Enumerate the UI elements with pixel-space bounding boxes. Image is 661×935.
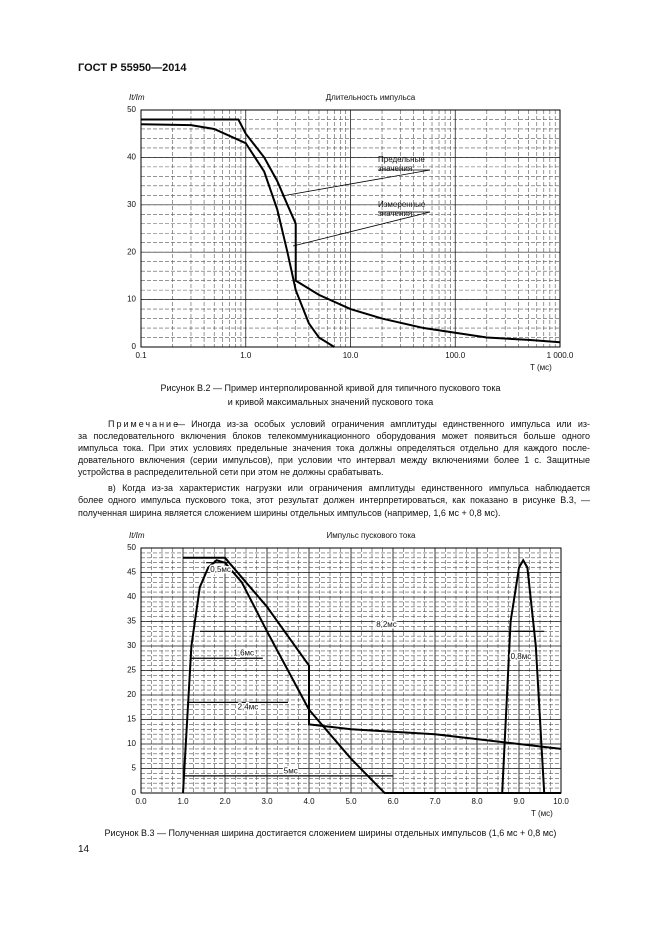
x-tick-label: 7.0 [429, 797, 441, 806]
page-number: 14 [78, 844, 90, 855]
y-tick-label: 20 [127, 247, 136, 256]
y-tick-label: 40 [127, 592, 136, 601]
y-tick-label: 50 [127, 543, 136, 552]
caption: Рисунок В.2 — Пример интерполированной к… [160, 383, 501, 393]
x-tick-label: 9.0 [513, 797, 525, 806]
series-line [140, 123, 335, 348]
annotation: значения [378, 164, 412, 173]
note-line: — Иногда из-за особых условий ограничени… [176, 419, 590, 429]
x-tick-label: 6.0 [387, 797, 399, 806]
y-tick-label: 40 [127, 153, 136, 162]
y-tick-label: 0 [132, 342, 137, 351]
y-tick-label: 0 [132, 788, 137, 797]
note-line: за последовательного включения блоков те… [78, 431, 590, 441]
caption: и кривой максимальных значений пускового… [227, 397, 434, 407]
y-tick-label: 45 [127, 568, 136, 577]
y-tick-label: 30 [127, 641, 136, 650]
annotation: 5мс [284, 767, 298, 776]
annotation: 0,5мс [210, 565, 231, 574]
x-tick-label: 100.0 [445, 351, 466, 360]
x-tick-label: 1.0 [240, 351, 252, 360]
paragraph-line: полученная ширина является сложением шир… [78, 508, 501, 518]
paragraph-line: более одного импульса пускового тока, эт… [78, 495, 590, 505]
note-line: довательного включения (серии импульсов)… [78, 455, 590, 465]
x-tick-label: 3.0 [261, 797, 273, 806]
x-tick-label: 10.0 [553, 797, 569, 806]
header-title: ГОСТ Р 55950—2014 [78, 62, 187, 74]
chart-title: Импульс пускового тока [327, 531, 416, 540]
x-tick-label: 10.0 [343, 351, 359, 360]
chart-title: Длительность импульса [326, 93, 416, 102]
annotation: 0,8мс [511, 652, 532, 661]
plot-frame [140, 547, 562, 794]
annotation: Предельные [378, 155, 425, 164]
note-line: устройства в распределительной сети при … [78, 467, 384, 477]
series-line [501, 558, 546, 794]
x-axis-label: T (мс) [530, 363, 552, 372]
x-tick-label: 5.0 [345, 797, 357, 806]
annotation: 8,2мс [376, 620, 397, 629]
x-tick-label: 8.0 [471, 797, 483, 806]
y-tick-label: 50 [127, 105, 136, 114]
leader-line [292, 211, 431, 247]
series-line [141, 118, 561, 344]
annotation: Измеренные [378, 200, 426, 209]
annotation: значения [378, 209, 412, 218]
y-tick-label: 35 [127, 617, 136, 626]
x-tick-label: 4.0 [303, 797, 315, 806]
note-line: импульса тока. При этих условиях предель… [78, 443, 590, 453]
x-tick-label: 0.1 [135, 351, 147, 360]
x-tick-label: 1 000.0 [547, 351, 574, 360]
paragraph-line: в) Когда из-за характеристик нагрузки ил… [108, 483, 590, 493]
annotation: 2,4мс [238, 702, 259, 711]
y-axis-label: It/Im [129, 93, 145, 102]
y-tick-label: 10 [127, 295, 136, 304]
x-tick-label: 0.0 [135, 797, 147, 806]
y-axis-label: It/Im [129, 531, 145, 540]
plot-frame [140, 109, 561, 348]
series-line [182, 559, 561, 794]
y-tick-label: 5 [132, 764, 137, 773]
x-tick-label: 2.0 [219, 797, 231, 806]
leader-line [281, 169, 431, 197]
annotation: 1,6мс [233, 648, 254, 657]
y-tick-label: 15 [127, 715, 136, 724]
y-tick-label: 30 [127, 200, 136, 209]
series-line [183, 556, 562, 750]
x-axis-label: T (мс) [531, 809, 553, 818]
caption: Рисунок В.3 — Полученная ширина достигае… [104, 828, 557, 838]
y-tick-label: 20 [127, 690, 136, 699]
y-tick-label: 25 [127, 666, 136, 675]
note-label: Примечание [108, 419, 181, 429]
x-tick-label: 1.0 [177, 797, 189, 806]
y-tick-label: 10 [127, 739, 136, 748]
